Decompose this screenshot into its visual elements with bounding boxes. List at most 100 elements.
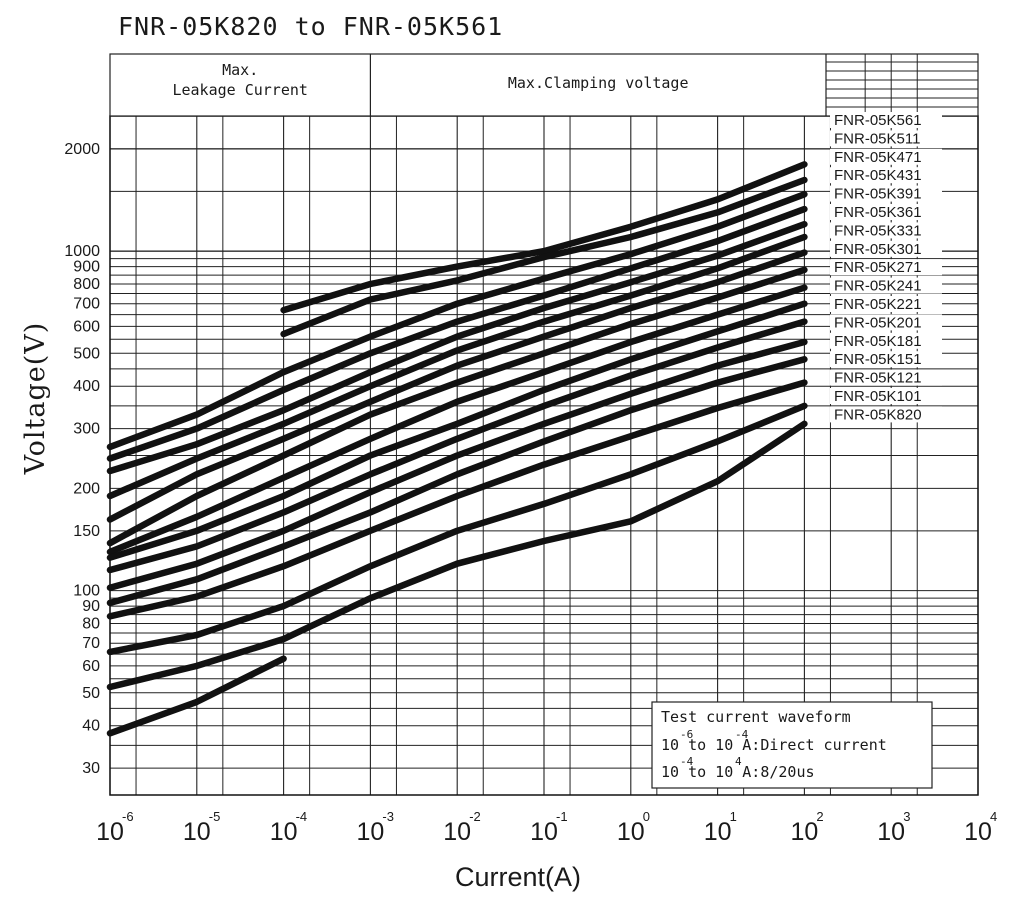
y-tick-label: 900 [73,259,100,276]
y-tick-label: 800 [73,276,100,293]
x-tick-label: 10 [964,818,992,846]
y-tick-label: 200 [73,480,100,497]
series-label-bg [830,332,942,349]
note-box [651,701,933,789]
x-tick-exponent: 1 [730,809,737,824]
x-axis-label: Current(A) [455,862,581,892]
series-line-fnr-05k561 [280,161,808,314]
series-label-fnr-05k271: FNR-05K271 [834,259,922,276]
y-tick-label: 80 [82,616,100,633]
series-label-fnr-05k221: FNR-05K221 [834,296,922,313]
x-tick-exponent: 4 [990,809,997,824]
series-label-bg [830,259,942,276]
series-label-bg [830,314,942,331]
series-line-fnr-05k241 [106,300,808,561]
x-tick-label: 10 [530,818,558,846]
series-label-bg [830,148,942,165]
x-tick-label: 10 [617,818,645,846]
x-tick-exponent: -6 [122,809,134,824]
series-label-fnr-05k121: FNR-05K121 [834,370,922,387]
y-tick-label: 150 [73,523,100,540]
series-label-bg [830,351,942,368]
series-label-bg [830,296,942,312]
region-header: Max. Leakage Current Max.Clamping voltage [109,53,979,117]
series-label-bg [830,112,942,128]
x-tick-label: 10 [270,818,298,846]
y-tick-label: 30 [82,760,100,777]
series-label-fnr-05k391: FNR-05K391 [834,186,922,203]
region-clamping-label: Max.Clamping voltage [508,74,689,92]
x-tick-label: 10 [704,818,732,846]
series-label-fnr-05k101: FNR-05K101 [834,388,922,405]
series-label-bg [830,185,942,202]
y-tick-label: 300 [73,421,100,438]
series-line-fnr-05k471 [106,191,808,451]
region-leakage-line1: Max. [222,61,258,79]
note-line2-exp2: 4 [735,755,742,768]
series-line-fnr-05k391 [106,220,808,475]
x-tick-exponent: -5 [209,809,221,824]
series-line-fnr-05k820 [106,655,287,737]
series-label-bg [830,406,942,423]
series-line-fnr-05k181 [106,356,808,607]
series-label-bg [830,277,942,294]
series-label-bg [830,167,942,184]
note-title: Test current waveform [661,708,851,726]
x-tick-exponent: -3 [382,809,394,824]
y-tick-label: 2000 [64,141,100,158]
series-label-fnr-05k361: FNR-05K361 [834,204,922,221]
series-label-bg [830,222,942,239]
series-line-fnr-05k151 [106,379,808,620]
note-line1: 10 to 10 A:Direct current [661,736,887,754]
series-line-fnr-05k511 [280,176,808,338]
x-tick-exponent: 0 [643,809,650,824]
series-line-fnr-05k221 [106,318,808,574]
series-line-fnr-05k271 [106,284,808,556]
y-axis-label: Voltage(V) [20,322,51,476]
series-label-bg [830,240,942,257]
series-label-fnr-05k301: FNR-05K301 [834,241,922,258]
series-label-bg [830,388,942,404]
series-label-fnr-05k471: FNR-05K471 [834,149,922,166]
series-label-fnr-05k431: FNR-05K431 [834,167,922,184]
series-line-fnr-05k331 [106,249,808,523]
y-tick-label: 100 [73,583,100,600]
x-tick-label: 10 [356,818,384,846]
series-label-fnr-05k241: FNR-05K241 [834,278,922,295]
y-tick-label: 400 [73,378,100,395]
y-tick-label: 70 [82,635,100,652]
y-tick-label: 50 [82,685,100,702]
y-tick-label: 60 [82,658,100,675]
x-tick-exponent: -2 [469,809,481,824]
series-label-bg [830,369,942,386]
region-leakage-line2: Leakage Current [172,81,307,99]
series-line-fnr-05k101 [106,420,808,691]
series-label-bg [830,130,942,147]
region-box [109,53,979,117]
x-tick-exponent: 3 [903,809,910,824]
series-lines [106,161,808,737]
series-label-fnr-05k331: FNR-05K331 [834,222,922,239]
series-label-fnr-05k201: FNR-05K201 [834,314,922,331]
x-tick-label: 10 [877,818,905,846]
x-tick-exponent: -4 [296,809,308,824]
x-tick-exponent: 2 [816,809,823,824]
series-label-fnr-05k511: FNR-05K511 [834,130,920,147]
x-tick-label: 10 [96,818,124,846]
series-line-fnr-05k361 [106,233,808,500]
series-line-fnr-05k431 [106,205,808,462]
note-line1-exp2: -4 [735,728,749,741]
y-tick-label: 700 [73,296,100,313]
x-tick-label: 10 [443,818,471,846]
x-tick-exponent: -1 [556,809,568,824]
note-line2: 10 to 10 A:8/20us [661,763,815,781]
series-label-fnr-05k820: FNR-05K820 [834,406,922,423]
y-tick-label: 600 [73,318,100,335]
series-line-fnr-05k301 [106,266,808,547]
series-line-fnr-05k121 [106,402,808,656]
series-line-fnr-05k201 [106,338,808,591]
